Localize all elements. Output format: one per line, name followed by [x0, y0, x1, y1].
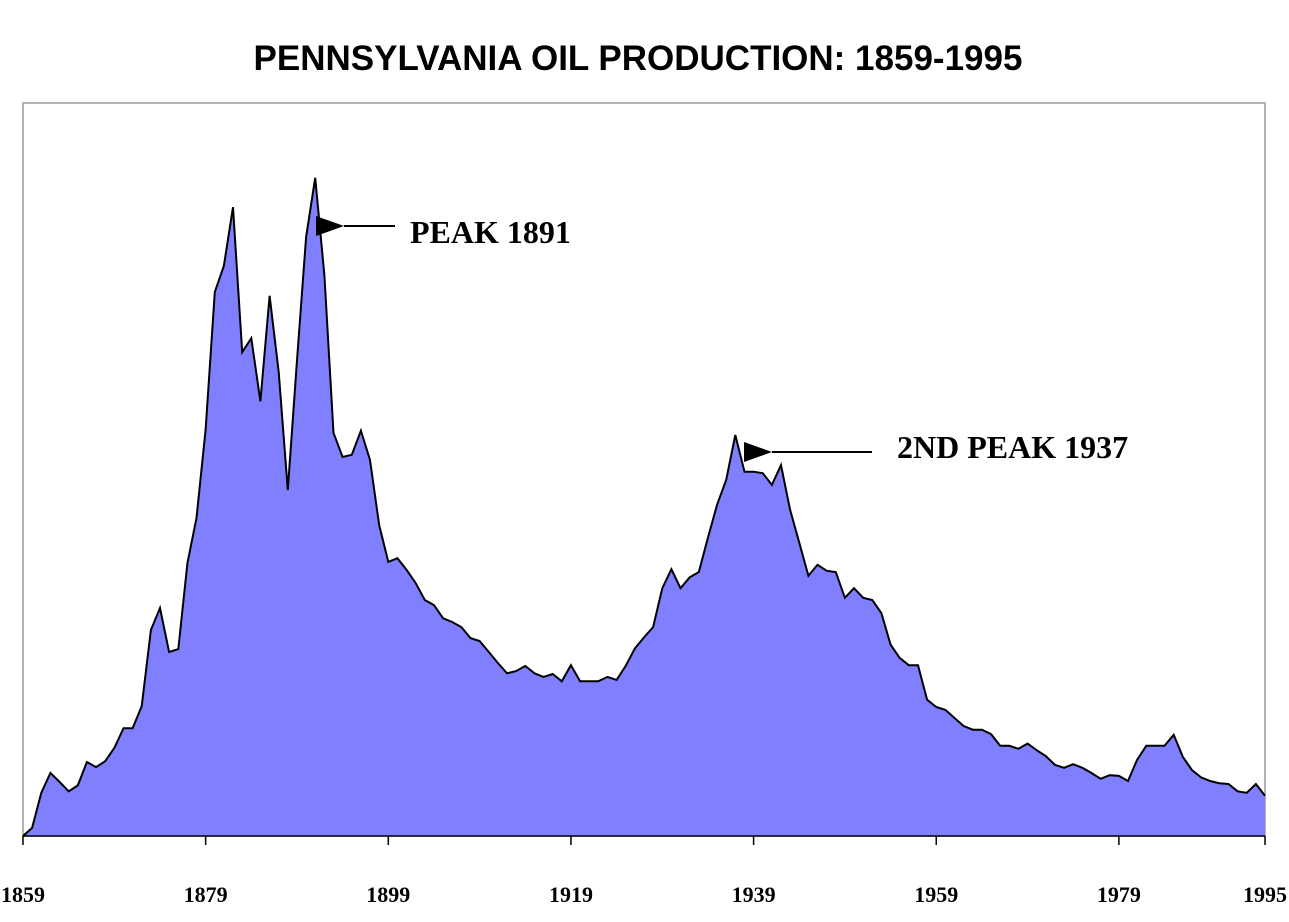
annotation: 2ND PEAK 1937: [897, 429, 1128, 465]
annotation: PEAK 1891: [410, 214, 571, 250]
x-tick-label: 1859: [1, 882, 45, 907]
x-tick-label: 1939: [732, 882, 776, 907]
chart-title: PENNSYLVANIA OIL PRODUCTION: 1859-1995: [254, 39, 1023, 78]
area: [23, 177, 1265, 837]
x-tick-label: 1879: [184, 882, 228, 907]
x-tick-label: 1919: [549, 882, 593, 907]
x-tick-label: 1995: [1243, 882, 1287, 907]
area-outline: [22, 177, 1266, 837]
x-tick-label: 1959: [914, 882, 958, 907]
x-tick-label: 1899: [366, 882, 410, 907]
plot-area: [22, 177, 1266, 837]
x-tick-label: 1979: [1097, 882, 1141, 907]
